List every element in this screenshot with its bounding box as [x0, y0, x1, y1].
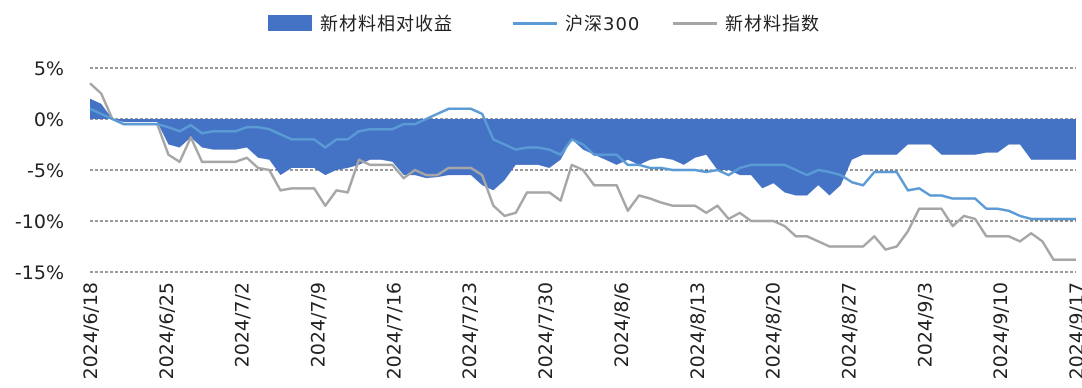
x-tick-label: 2024/6/18	[80, 282, 102, 379]
legend-label: 沪深300	[565, 14, 641, 35]
y-tick-label: -5%	[27, 160, 64, 182]
y-tick-label: -15%	[15, 262, 64, 284]
y-tick-label: 5%	[34, 58, 64, 80]
legend-swatch-line	[513, 21, 557, 25]
x-tick-label: 2024/8/27	[838, 282, 860, 379]
x-tick-label: 2024/7/9	[308, 282, 330, 367]
legend-label: 新材料相对收益	[320, 14, 453, 35]
area-relative-return	[90, 98, 1076, 196]
x-tick-label: 2024/7/2	[232, 282, 254, 367]
legend-item-material-index: 新材料指数	[673, 8, 820, 38]
legend-swatch-area	[268, 15, 312, 31]
x-tick-label: 2024/7/30	[535, 282, 557, 379]
y-tick-label: -10%	[15, 211, 64, 233]
x-axis-ticks: 2024/6/18 2024/6/25 2024/7/2 2024/7/9 2024/7…	[80, 282, 1082, 379]
x-tick-label: 2024/8/13	[687, 282, 709, 379]
x-tick-label: 2024/6/25	[156, 282, 178, 379]
line-layer	[89, 82, 1076, 262]
x-tick-label: 2024/8/6	[611, 282, 633, 367]
y-tick-label: 0%	[34, 109, 64, 131]
y-axis-ticks: 5% 0% -5% -10% -15%	[15, 58, 64, 284]
area-layer	[90, 98, 1076, 196]
line-hs300	[89, 107, 1076, 221]
legend-label: 新材料指数	[725, 14, 820, 35]
x-tick-label: 2024/8/20	[763, 282, 785, 379]
x-tick-label: 2024/9/3	[914, 282, 936, 367]
x-tick-label: 2024/9/17	[1066, 282, 1082, 379]
line-material-index	[89, 82, 1076, 262]
legend-item-hs300: 沪深300	[513, 8, 640, 38]
x-tick-label: 2024/7/16	[383, 282, 405, 379]
legend-item-relative-return: 新材料相对收益	[268, 8, 453, 38]
legend: 新材料相对收益 沪深300 新材料指数	[0, 8, 1082, 38]
legend-swatch-line	[673, 21, 717, 25]
x-tick-label: 2024/9/10	[990, 282, 1012, 379]
x-tick-label: 2024/7/23	[459, 282, 481, 379]
